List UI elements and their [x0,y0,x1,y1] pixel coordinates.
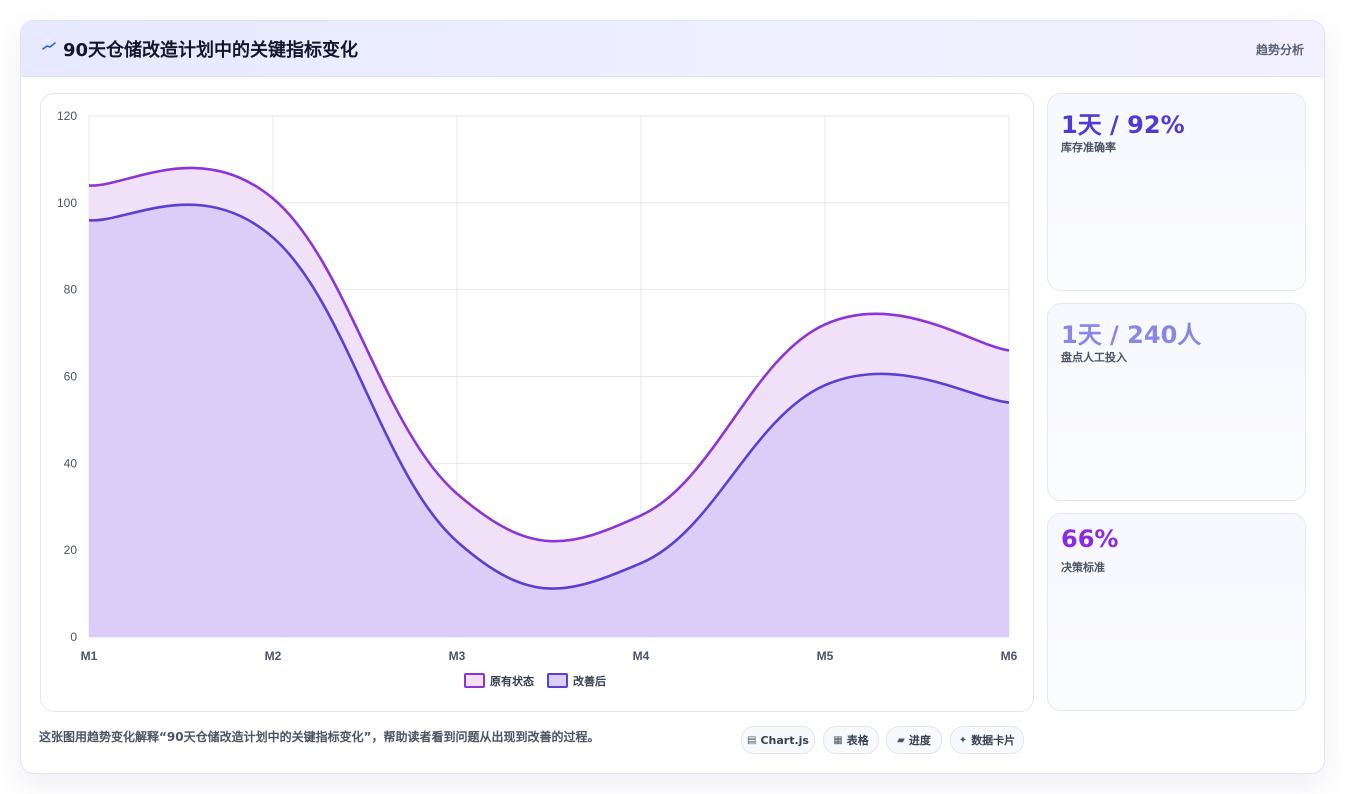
chip-label: 数据卡片 [971,734,1016,747]
y-tick-label: 60 [64,370,78,384]
legend-label: 原有状态 [490,674,534,688]
chart-panel: 0 20 40 60 80 100 120 M1 M2 M3 M4 M5 M6 原有状态 改善后 [40,93,1034,712]
y-tick-label: 20 [64,543,78,557]
stat-label: 决策标准 [1061,561,1105,574]
x-tick-label: M6 [1001,649,1018,663]
chip-progress[interactable]: ▰ 进度 [886,726,942,754]
header-tag: 趋势分析 [1255,43,1304,57]
main-card: 90天仓储改造计划中的关键指标变化 趋势分析 0 20 40 60 80 100 120 M1… [20,20,1325,774]
chip-chartjs[interactable]: ▤ Chart.js [741,726,815,754]
x-tick-label: M1 [81,649,98,663]
stat-label: 盘点人工投入 [1061,351,1127,364]
chip-label: 进度 [908,734,931,747]
x-tick-label: M2 [265,649,282,663]
chip-data-cards[interactable]: ✦ 数据卡片 [950,726,1024,754]
chip-table[interactable]: ▦ 表格 [823,726,879,754]
stat-card-decision: 66% 决策标准 [1047,513,1306,711]
stat-value: 66% [1061,525,1119,553]
chart-icon: ▤ [747,734,757,746]
y-tick-label: 100 [57,196,77,210]
legend-swatch [547,673,568,688]
header-bar: 90天仓储改造计划中的关键指标变化 趋势分析 [21,21,1324,77]
x-tick-label: M4 [633,649,650,663]
stat-label: 库存准确率 [1061,141,1116,154]
legend-swatch [464,673,485,688]
y-tick-label: 80 [64,283,78,297]
series-area-1 [89,204,1009,637]
area-chart: 0 20 40 60 80 100 120 M1 M2 M3 M4 M5 M6 原有状态 改善后 [57,109,1018,688]
y-tick-label: 40 [64,456,78,470]
series-line-1 [88,203,1010,590]
chart-caption: 这张图用趋势变化解释“90天仓储改造计划中的关键指标变化”，帮助读者看到问题从出… [39,730,600,744]
x-tick-label: M5 [817,649,834,663]
progress-icon: ▰ [897,734,905,746]
stat-card-labor: 1天 / 240人 盘点人工投入 [1047,303,1306,501]
table-icon: ▦ [833,734,843,746]
chip-label: 表格 [846,734,869,747]
y-tick-label: 0 [70,630,77,644]
y-tick-label: 120 [57,109,77,123]
chip-label: Chart.js [760,733,809,747]
page-title: 90天仓储改造计划中的关键指标变化 [63,40,359,61]
stat-value: 1天 / 240人 [1061,321,1202,349]
series-line-0 [88,166,1010,543]
sparkle-icon: ✦ [958,734,968,746]
trend-icon [42,42,56,50]
stat-value: 1天 / 92% [1061,111,1185,139]
legend-label: 改善后 [573,674,606,688]
stat-card-accuracy: 1天 / 92% 库存准确率 [1047,93,1306,291]
x-tick-label: M3 [449,649,466,663]
